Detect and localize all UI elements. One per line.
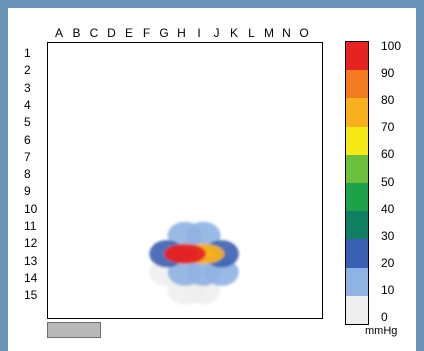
column-label-h: H — [177, 26, 186, 40]
column-label-m: M — [264, 26, 274, 40]
column-label-f: F — [142, 26, 151, 40]
scale-label-0: 0 — [381, 310, 388, 324]
column-label-d: D — [107, 26, 116, 40]
column-label-g: G — [159, 26, 169, 40]
scale-color-segment — [346, 70, 368, 99]
grey-button[interactable] — [47, 322, 101, 338]
row-label-2: 2 — [24, 63, 31, 78]
column-label-a: A — [54, 26, 63, 40]
row-label-8: 8 — [24, 167, 31, 182]
row-label-14: 14 — [24, 270, 38, 285]
scale-color-segment — [346, 239, 368, 269]
scale-label-100: 100 — [381, 39, 402, 53]
column-label-k: K — [229, 26, 238, 40]
row-label-5: 5 — [24, 115, 31, 130]
column-label-o: O — [299, 26, 309, 40]
scale-label-50: 50 — [381, 174, 395, 189]
scale-color-segment — [346, 183, 368, 212]
row-label-9: 9 — [24, 184, 31, 199]
heatmap — [149, 221, 239, 305]
scale-label-60: 60 — [381, 147, 395, 162]
row-label-12: 12 — [24, 236, 38, 251]
heatmap-core-h12 — [171, 248, 199, 259]
row-label-7: 7 — [24, 149, 31, 164]
row-label-10: 10 — [24, 201, 38, 216]
scale-color-segment — [346, 154, 368, 184]
row-label-11: 11 — [24, 219, 37, 233]
column-label-l: L — [248, 26, 255, 40]
scale-color-segment — [346, 295, 368, 324]
row-label-4: 4 — [24, 97, 31, 112]
row-label-3: 3 — [24, 80, 31, 95]
color-scale-bar — [345, 41, 369, 325]
scale-color-segment — [346, 98, 368, 128]
scale-label-10: 10 — [381, 282, 395, 297]
row-label-6: 6 — [24, 132, 31, 147]
scale-color-segment — [346, 211, 368, 240]
column-label-i: I — [197, 26, 201, 40]
scale-label-80: 80 — [381, 93, 395, 108]
column-label-j: J — [213, 26, 220, 40]
scale-color-segment — [346, 42, 368, 71]
unit-label: mmHg — [365, 325, 398, 337]
row-label-15: 15 — [24, 288, 38, 303]
scale-label-30: 30 — [381, 228, 395, 243]
scale-label-90: 90 — [381, 66, 395, 81]
scale-label-40: 40 — [381, 201, 395, 216]
scale-label-20: 20 — [381, 255, 395, 270]
row-label-1: 1 — [24, 46, 31, 60]
row-label-13: 13 — [24, 253, 38, 268]
column-label-b: B — [72, 26, 81, 40]
column-label-e: E — [124, 26, 133, 40]
scale-color-segment — [346, 267, 368, 297]
scale-color-segment — [346, 126, 368, 156]
scale-label-70: 70 — [381, 120, 395, 135]
column-label-n: N — [282, 26, 291, 40]
column-label-c: C — [89, 26, 99, 40]
